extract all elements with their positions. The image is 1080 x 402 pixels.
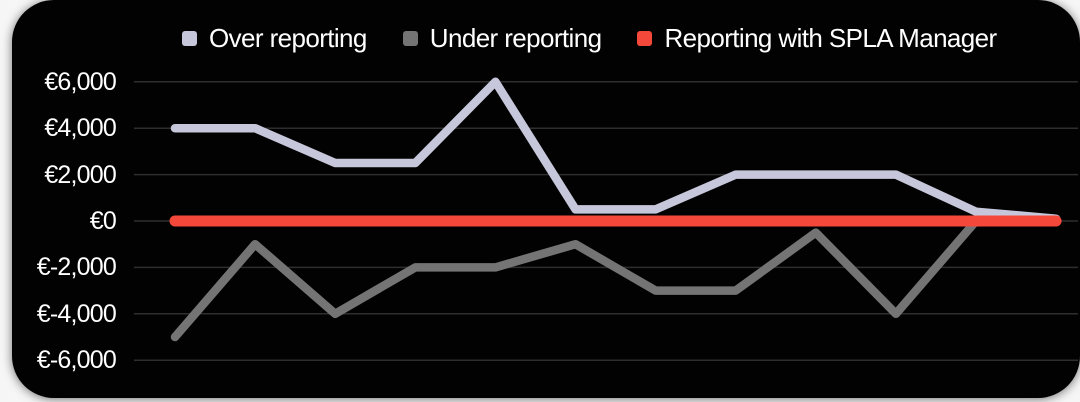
y-axis-tick-label: €2,000 — [44, 161, 116, 189]
y-axis-tick-label: €-4,000 — [36, 300, 117, 328]
legend-item-over-reporting[interactable]: Over reporting — [182, 22, 367, 54]
legend-item-under-reporting[interactable]: Under reporting — [402, 22, 602, 54]
y-axis-tick-label: €6,000 — [44, 68, 116, 96]
legend-label-under-reporting: Under reporting — [429, 23, 602, 53]
y-axis: €6,000 €4,000 €2,000 €0 €-2,000 €-4,000 … — [18, 0, 117, 398]
legend-label-spla-manager: Reporting with SPLA Manager — [664, 23, 997, 53]
line-chart-plot — [134, 77, 1078, 361]
legend-item-spla-manager[interactable]: Reporting with SPLA Manager — [637, 22, 997, 54]
y-axis-tick-label: €-6,000 — [36, 346, 117, 374]
chart-legend: Over reporting Under reporting Reporting… — [182, 22, 997, 54]
y-axis-tick-label: €0 — [89, 207, 117, 235]
over-reporting-swatch-icon — [182, 30, 197, 46]
chart-card: Over reporting Under reporting Reporting… — [12, 0, 1080, 398]
y-axis-tick-label: €4,000 — [44, 114, 116, 142]
under-reporting-swatch-icon — [402, 30, 418, 46]
y-axis-tick-label: €-2,000 — [36, 253, 117, 281]
spla-manager-swatch-icon — [637, 30, 653, 46]
legend-label-over-reporting: Over reporting — [209, 23, 367, 53]
